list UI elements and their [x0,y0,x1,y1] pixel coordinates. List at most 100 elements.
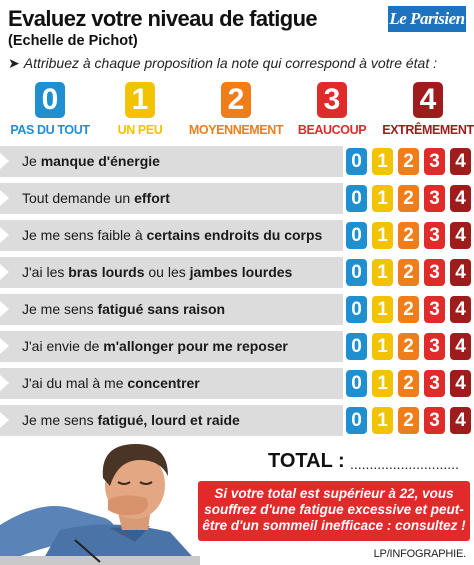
score-option-0[interactable]: 0 [346,296,367,323]
score-option-4[interactable]: 4 [450,296,471,323]
score-option-1[interactable]: 1 [372,370,393,397]
score-option-1[interactable]: 1 [372,296,393,323]
man-hand [108,495,148,516]
statement-keyword: fatigué sans raison [97,301,226,317]
row-arrow-icon [0,338,9,354]
legend-label: MOYENNEMENT [188,123,284,137]
legend-item: 4 EXTRÊMEMENT [373,82,474,137]
score-option-1[interactable]: 1 [372,407,393,434]
legend-label: UN PEU [117,123,163,137]
statement-keyword: manque d'énergie [40,153,160,169]
statement-bar [0,220,343,251]
score-option-0[interactable]: 0 [346,259,367,286]
statement-keyword: jambes lourdes [189,264,293,280]
statement-row: Je manque d'énergie 0 1 2 3 4 [0,146,474,177]
score-option-4[interactable]: 4 [450,148,471,175]
score-option-2[interactable]: 2 [398,333,419,360]
score-option-2[interactable]: 2 [398,370,419,397]
score-option-3[interactable]: 3 [424,333,445,360]
score-option-1[interactable]: 1 [372,185,393,212]
score-option-1[interactable]: 1 [372,222,393,249]
score-option-0[interactable]: 0 [346,370,367,397]
legend-item: 2 MOYENNEMENT [181,82,291,137]
score-option-3[interactable]: 3 [424,185,445,212]
statement-text: J'ai les bras lourds ou les jambes lourd… [22,264,292,280]
statement-keyword: m'allonger pour me reposer [103,338,288,354]
legend-label: PAS DU TOUT [10,123,90,137]
statement-bar [0,331,343,362]
statement-bar [0,405,343,436]
score-option-2[interactable]: 2 [398,259,419,286]
statement-row: Je me sens fatigué sans raison 0 1 2 3 4 [0,294,474,325]
statement-text: Je me sens faible à certains endroits du… [22,227,322,243]
score-option-3[interactable]: 3 [424,296,445,323]
legend-item: 0 PAS DU TOUT [0,82,105,137]
statement-bar [0,294,343,325]
desk [0,556,200,565]
score-option-3[interactable]: 3 [424,222,445,249]
score-option-1[interactable]: 1 [372,333,393,360]
legend-score-box: 3 [317,82,347,118]
row-arrow-icon [0,301,9,317]
statement-text: Tout demande un effort [22,190,170,206]
statement-row: J'ai les bras lourds ou les jambes lourd… [0,257,474,288]
score-option-0[interactable]: 0 [346,222,367,249]
score-option-0[interactable]: 0 [346,148,367,175]
statement-fragment: J'ai du mal à me [22,375,128,391]
score-option-4[interactable]: 4 [450,370,471,397]
pen [74,539,101,563]
warning-box: Si votre total est supérieur à 22, vous … [198,481,470,541]
le-parisien-logo: Le Parisien [388,6,466,32]
score-option-1[interactable]: 1 [372,259,393,286]
score-option-3[interactable]: 3 [424,148,445,175]
arrow-icon: ➤ [8,55,20,71]
score-option-0[interactable]: 0 [346,185,367,212]
statement-text: J'ai du mal à me concentrer [22,375,200,391]
warning-line: être d'un sommeil inefficace : consultez… [202,518,466,533]
statement-bar [0,257,343,288]
score-option-3[interactable]: 3 [424,259,445,286]
score-option-2[interactable]: 2 [398,407,419,434]
score-option-4[interactable]: 4 [450,185,471,212]
statement-keyword: fatigué, lourd et raide [97,412,240,428]
score-option-3[interactable]: 3 [424,407,445,434]
score-option-4[interactable]: 4 [450,222,471,249]
page-subtitle: (Echelle de Pichot) [8,33,138,49]
row-arrow-icon [0,375,9,391]
legend-score-box: 1 [125,82,155,118]
tired-man-illustration [0,444,200,565]
statement-row: J'ai envie de m'allonger pour me reposer… [0,331,474,362]
row-arrow-icon [0,190,9,206]
score-option-2[interactable]: 2 [398,296,419,323]
score-option-4[interactable]: 4 [450,259,471,286]
legend-label: EXTRÊMEMENT [382,123,474,137]
statement-fragment: Je me sens faible à [22,227,147,243]
statement-text: Je manque d'énergie [22,153,160,169]
legend-item: 1 UN PEU [85,82,195,137]
instruction-text: Attribuez à chaque proposition la note q… [23,55,437,71]
score-option-1[interactable]: 1 [372,148,393,175]
legend-score-box: 2 [221,82,251,118]
legend-score-box: 0 [35,82,65,118]
score-option-2[interactable]: 2 [398,222,419,249]
score-option-4[interactable]: 4 [450,407,471,434]
score-option-0[interactable]: 0 [346,407,367,434]
score-option-3[interactable]: 3 [424,370,445,397]
statement-fragment: ou les [144,264,190,280]
statement-bar [0,368,343,399]
legend-score-box: 4 [413,82,443,118]
warning-line: souffrez d'une fatigue excessive et peut… [204,502,464,517]
score-option-2[interactable]: 2 [398,185,419,212]
legend-label: BEAUCOUP [297,123,367,137]
man-eye [139,481,153,485]
score-option-4[interactable]: 4 [450,333,471,360]
page-title: Evaluez votre niveau de fatigue [8,6,318,31]
man-shirt [40,524,200,565]
man-eye [117,481,131,485]
score-option-2[interactable]: 2 [398,148,419,175]
total-label: TOTAL : [268,450,345,472]
legend-item: 3 BEAUCOUP [277,82,387,137]
score-option-0[interactable]: 0 [346,333,367,360]
statement-fragment: J'ai envie de [22,338,104,354]
statement-fragment: J'ai les [22,264,69,280]
